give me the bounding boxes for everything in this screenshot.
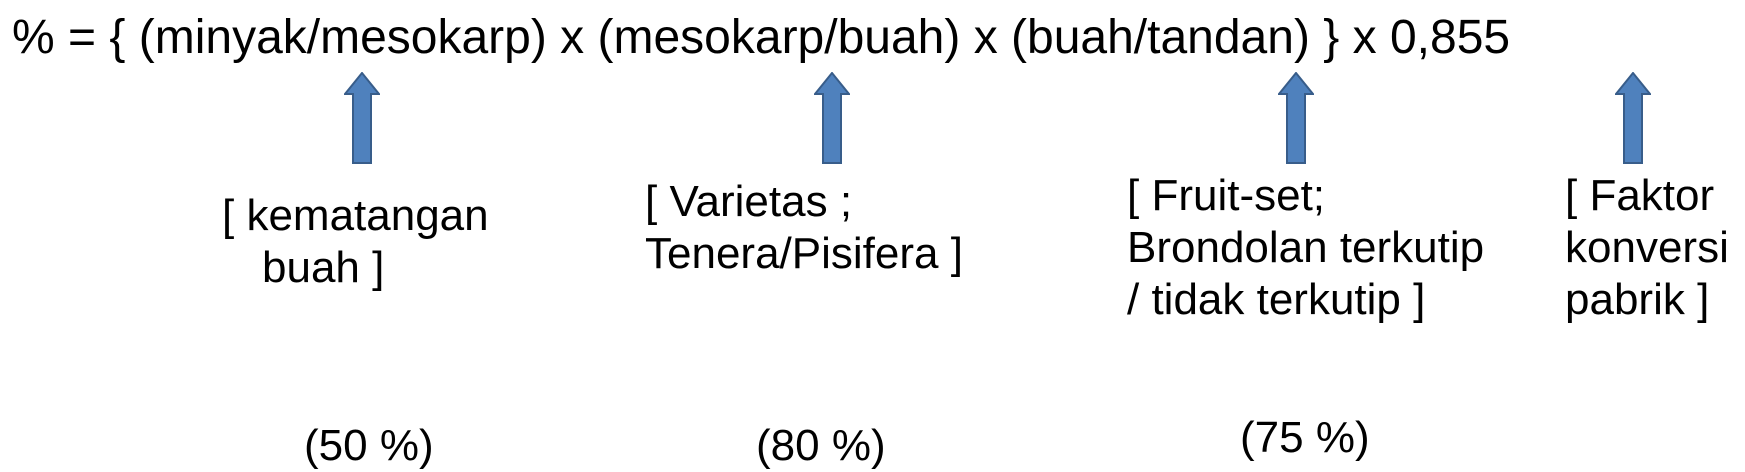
annotation-kematangan-buah: [ kematangan buah ] <box>222 190 489 294</box>
up-arrow-icon <box>1278 72 1314 164</box>
annotation-line: pabrik ] <box>1565 275 1710 324</box>
annotation-line: [ kematangan <box>222 191 489 240</box>
up-arrow-icon <box>814 72 850 164</box>
annotation-line: [ Faktor <box>1565 171 1715 220</box>
annotation-faktor-konversi: [ Faktor konversi pabrik ] <box>1565 170 1729 326</box>
percent-varietas: (80 %) <box>756 421 886 470</box>
annotation-line: / tidak terkutip ] <box>1127 275 1426 324</box>
annotation-fruit-set: [ Fruit-set; Brondolan terkutip / tidak … <box>1127 170 1484 326</box>
formula: % = { (minyak/mesokarp) x (mesokarp/buah… <box>12 11 1511 64</box>
up-arrow-icon <box>344 72 380 164</box>
annotation-line: Tenera/Pisifera ] <box>645 229 963 278</box>
annotation-line: buah ] <box>262 243 385 292</box>
percent-fruit-set: (75 %) <box>1240 413 1370 462</box>
annotation-line: [ Varietas ; <box>645 177 853 226</box>
up-arrow-icon <box>1615 72 1651 164</box>
annotation-line: konversi <box>1565 223 1729 272</box>
annotation-varietas: [ Varietas ; Tenera/Pisifera ] <box>645 176 963 280</box>
annotation-line: Brondolan terkutip <box>1127 223 1485 272</box>
percent-kematangan: (50 %) <box>304 421 434 470</box>
annotation-line: [ Fruit-set; <box>1127 171 1326 220</box>
